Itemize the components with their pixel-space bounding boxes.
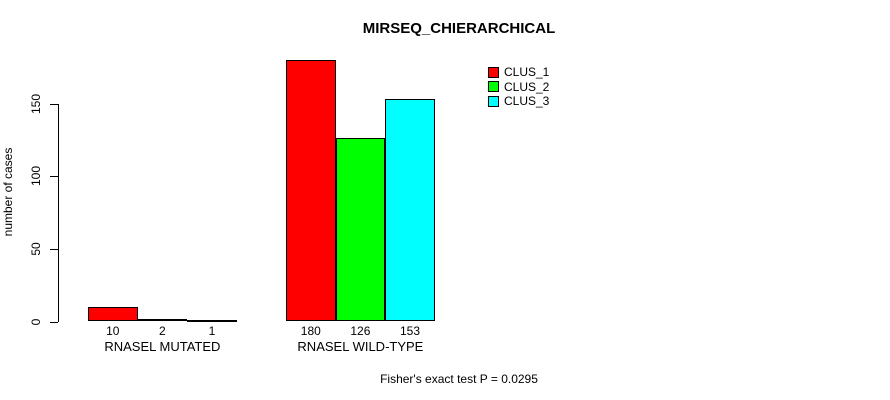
- bar-value-label: 180: [300, 324, 321, 338]
- bar-clus_3-2: [385, 99, 435, 322]
- y-tick-mark: [50, 176, 58, 178]
- y-tick-label: 150: [29, 93, 43, 114]
- y-tick-mark: [50, 248, 58, 250]
- y-tick-label: 50: [29, 242, 43, 256]
- legend-label: CLUS_1: [504, 65, 550, 79]
- legend-swatch-clus_1: [488, 66, 499, 78]
- bar-value-label: 153: [399, 324, 420, 338]
- legend-item: CLUS_2: [488, 81, 549, 93]
- legend-label: CLUS_2: [504, 79, 550, 94]
- bar-value-label: 10: [106, 324, 120, 338]
- y-axis-label: number of cases: [1, 147, 15, 237]
- y-tick-mark: [50, 321, 58, 323]
- legend-item: CLUS_1: [488, 66, 549, 78]
- bar-clus_2-1: [137, 318, 188, 322]
- legend-swatch-clus_2: [488, 81, 499, 92]
- chart-title: MIRSEQ_CHIERARCHICAL: [362, 20, 556, 37]
- legend-label: CLUS_3: [504, 94, 550, 108]
- x-category-label: RNASEL MUTATED: [104, 339, 221, 354]
- bar-clus_2-2: [335, 138, 386, 322]
- bar-clus_1-2: [286, 59, 336, 322]
- y-tick-label: 100: [29, 166, 43, 187]
- y-tick-label: 0: [29, 318, 43, 325]
- x-category-label: RNASEL WILD-TYPE: [297, 339, 424, 354]
- y-axis-line: [58, 103, 59, 323]
- bar-value-label: 2: [159, 324, 166, 338]
- bar-value-label: 1: [208, 324, 216, 338]
- legend-item: CLUS_3: [488, 95, 549, 107]
- legend-swatch-clus_3: [488, 95, 499, 107]
- bar-value-label: 126: [350, 324, 371, 338]
- bar-clus_3-1: [187, 320, 237, 322]
- bar-clus_1-1: [88, 306, 138, 322]
- y-tick-mark: [50, 103, 58, 105]
- stat-test-note: Fisher's exact test P = 0.0295: [380, 372, 538, 386]
